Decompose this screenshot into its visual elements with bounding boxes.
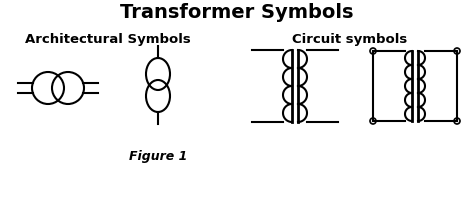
Text: Transformer Symbols: Transformer Symbols	[120, 3, 354, 22]
Text: Architectural Symbols: Architectural Symbols	[25, 33, 191, 46]
Text: Figure 1: Figure 1	[129, 150, 187, 163]
Text: Circuit symbols: Circuit symbols	[292, 33, 408, 46]
